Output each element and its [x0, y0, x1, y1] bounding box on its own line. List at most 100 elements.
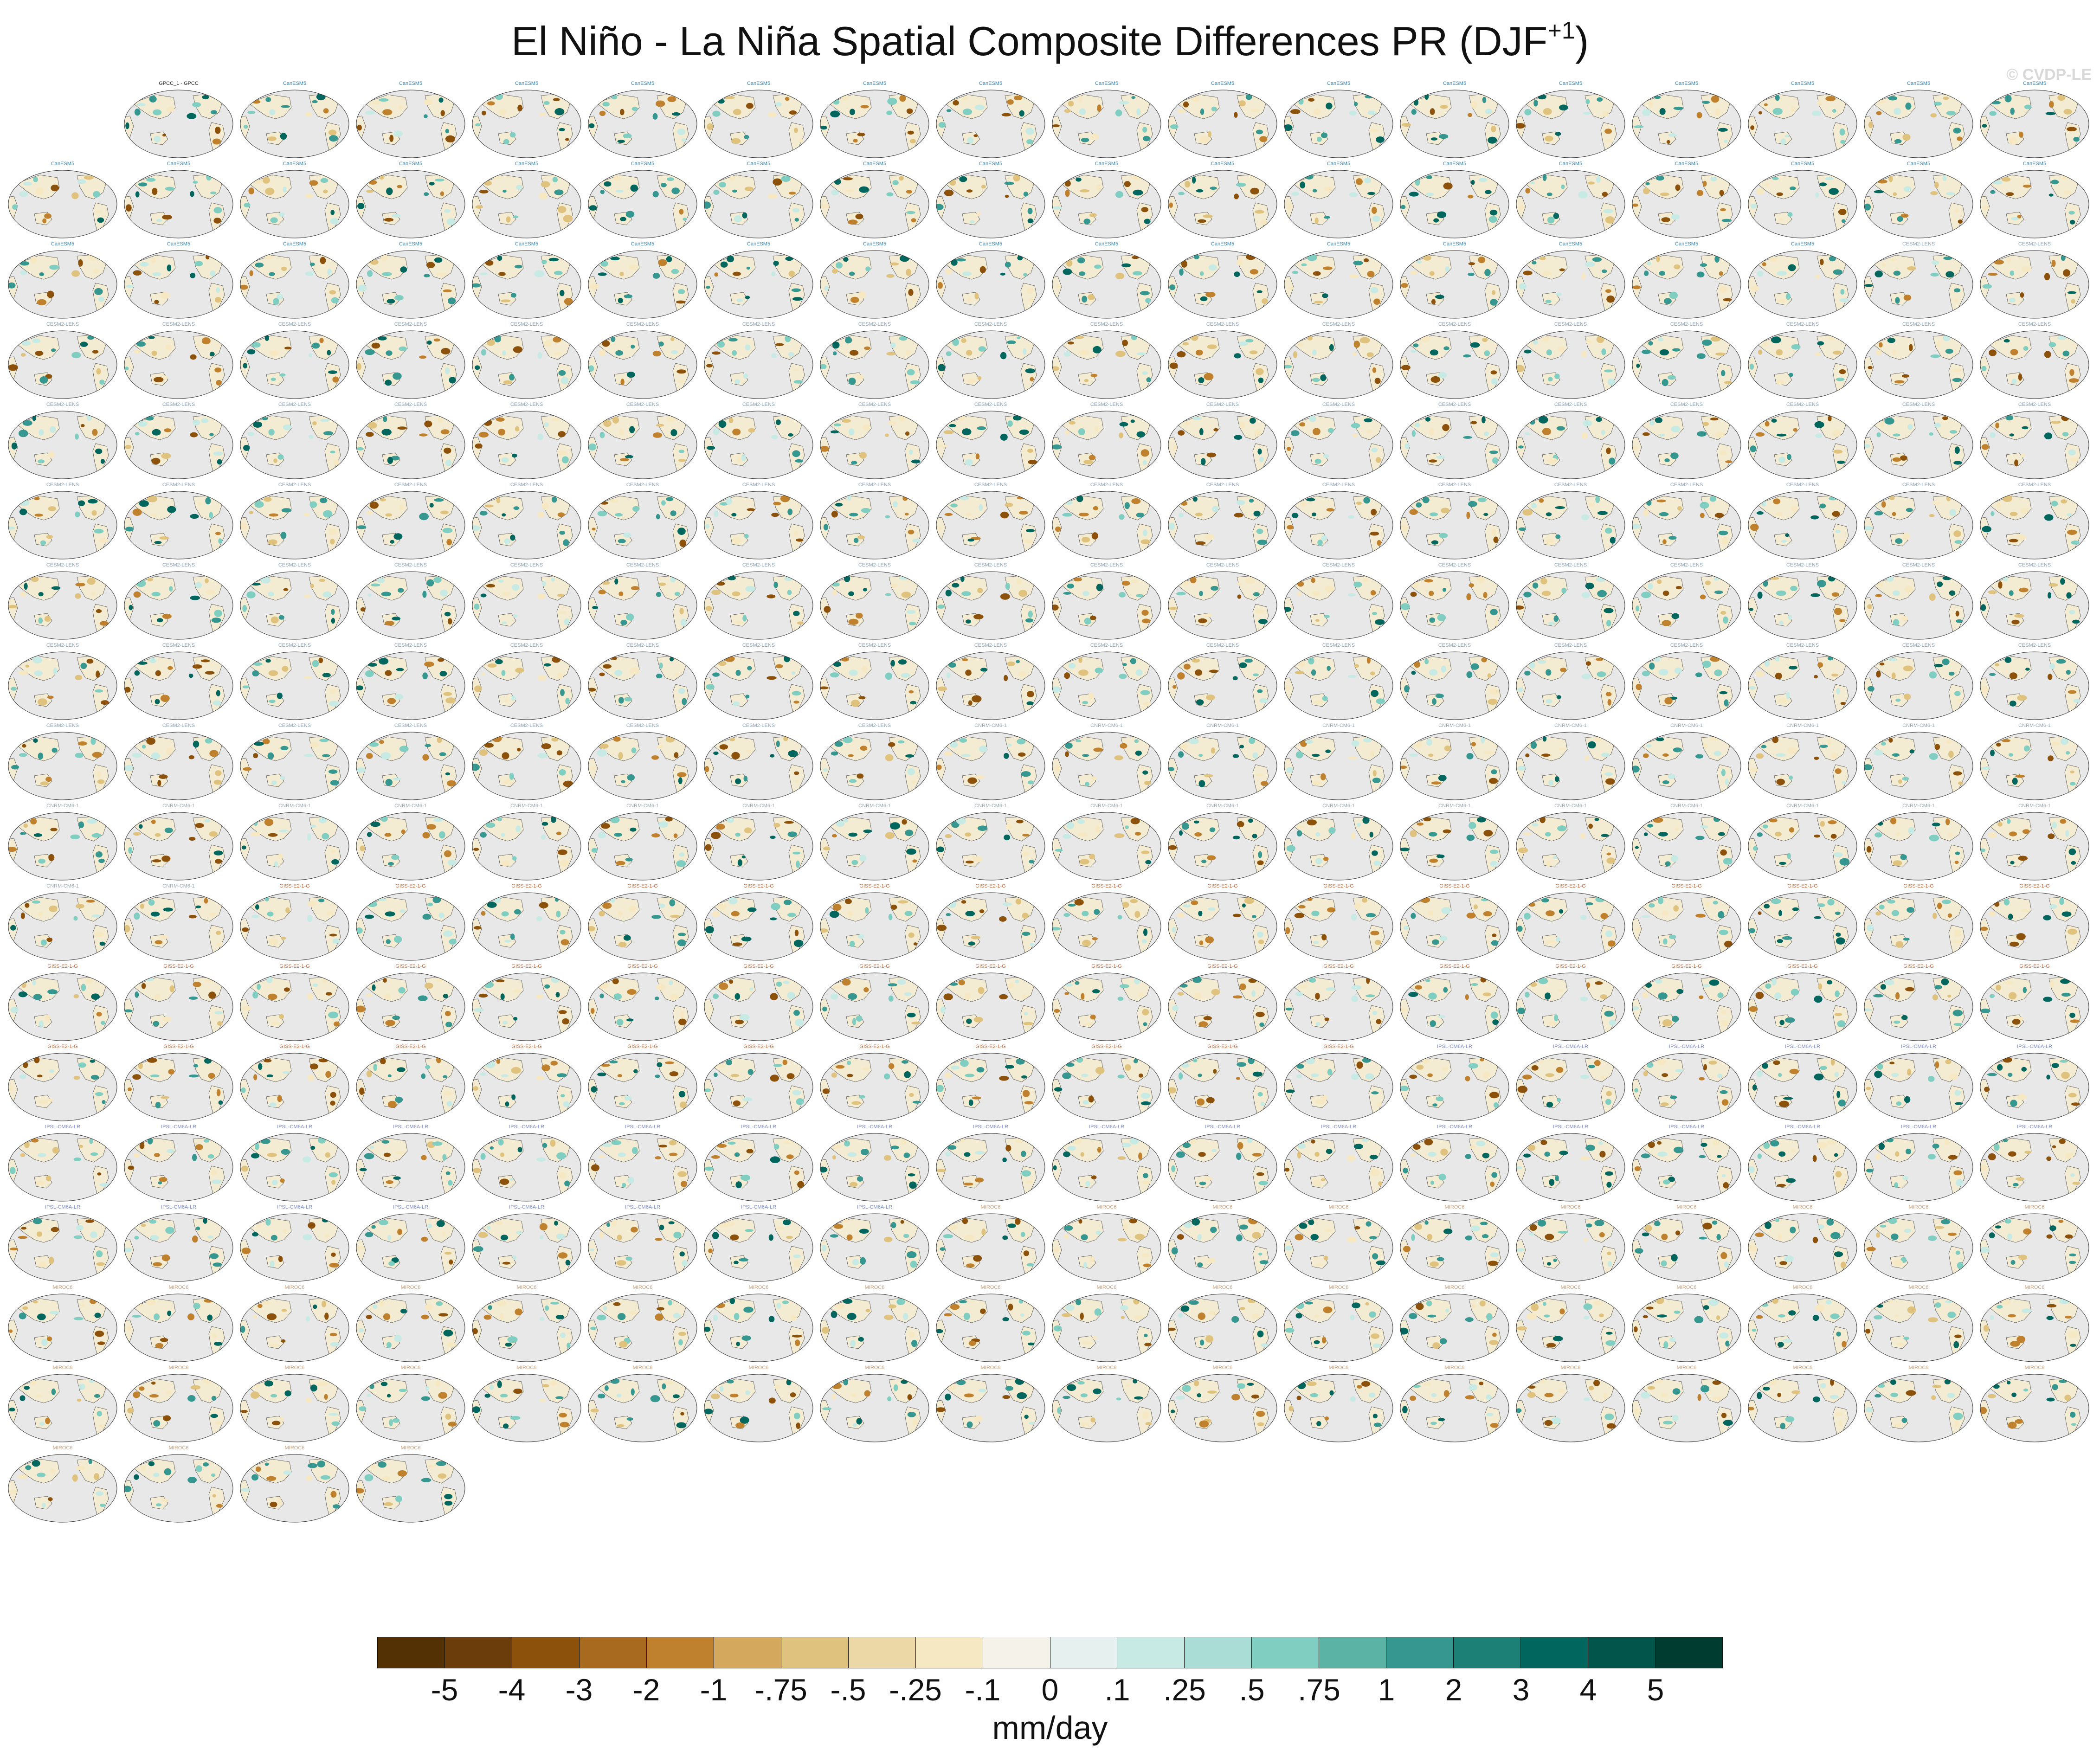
map-panel: CESM2-LENS — [702, 721, 816, 801]
map-panel: CESM2-LENS — [818, 320, 932, 399]
map-panel: GISS-E2-1-G — [702, 1042, 816, 1122]
map-panel-label: CESM2-LENS — [974, 562, 1007, 568]
map-panel-label: CanESM5 — [631, 241, 655, 247]
map-panel: CESM2-LENS — [354, 721, 468, 801]
map-panel: GISS-E2-1-G — [1050, 1042, 1164, 1122]
map-panel: IPSL-CM6A-LR — [818, 1203, 932, 1282]
map-panel-label: IPSL-CM6A-LR — [1205, 1124, 1240, 1130]
map-panel-label: CESM2-LENS — [510, 482, 543, 488]
map-panel-label: CESM2-LENS — [626, 643, 659, 648]
map-panel-label: CNRM-CM6-1 — [1786, 803, 1819, 809]
map-panel-label: CESM2-LENS — [1902, 402, 1935, 407]
map-panel: IPSL-CM6A-LR — [1630, 1042, 1744, 1122]
map-panel-label: CNRM-CM6-1 — [162, 883, 195, 889]
map-panel-label: MIROC6 — [2024, 1204, 2045, 1210]
map-panel-label: GISS-E2-1-G — [163, 1044, 194, 1049]
map-panel-label: MIROC6 — [1212, 1285, 1233, 1290]
colorbar-tick-label: -1 — [700, 1673, 728, 1707]
title-superscript: +1 — [1547, 17, 1575, 44]
map-panel: CESM2-LENS — [1862, 239, 1976, 319]
map-panel: CanESM5 — [1050, 79, 1164, 159]
map-panel-label: IPSL-CM6A-LR — [973, 1124, 1008, 1130]
map-panel-label: CESM2-LENS — [162, 643, 195, 648]
colorbar-tick-label: -.1 — [965, 1673, 1001, 1707]
map-panel: CESM2-LENS — [1746, 400, 1860, 480]
map-panel-label: CanESM5 — [1327, 161, 1351, 167]
map-panel: MIROC6 — [470, 1283, 584, 1363]
map-panel: CESM2-LENS — [122, 641, 236, 721]
map-panel: GISS-E2-1-G — [1050, 882, 1164, 961]
map-panel-label: GISS-E2-1-G — [1207, 1044, 1238, 1049]
map-panel: MIROC6 — [1630, 1363, 1744, 1443]
map-panel-label: CNRM-CM6-1 — [858, 803, 891, 809]
map-panel: IPSL-CM6A-LR — [818, 1122, 932, 1202]
map-panel: CESM2-LENS — [1746, 320, 1860, 399]
map-panel: CanESM5 — [1282, 159, 1396, 239]
map-panel: CanESM5 — [586, 239, 700, 319]
map-panel: CNRM-CM6-1 — [1166, 801, 1280, 881]
map-panel-label: CanESM5 — [1095, 81, 1119, 86]
map-panel: CanESM5 — [1862, 159, 1976, 239]
map-panel-label: MIROC6 — [1096, 1285, 1117, 1290]
map-panel: GPCC_1 - GPCC — [122, 79, 236, 159]
map-panel-label: IPSL-CM6A-LR — [1901, 1124, 1936, 1130]
map-panel-label: CNRM-CM6-1 — [46, 803, 79, 809]
map-panel-label: CESM2-LENS — [742, 322, 775, 327]
colorbar-tick-label: .75 — [1298, 1673, 1340, 1707]
colorbar-tick-label: 4 — [1579, 1673, 1597, 1707]
map-panel-label: IPSL-CM6A-LR — [625, 1204, 660, 1210]
map-panel-label: CNRM-CM6-1 — [1902, 723, 1935, 728]
map-panel: IPSL-CM6A-LR — [6, 1122, 120, 1202]
map-panel-label: CESM2-LENS — [1670, 562, 1703, 568]
map-panel: CESM2-LENS — [1398, 400, 1512, 480]
map-panel-label: CNRM-CM6-1 — [1786, 723, 1819, 728]
map-panel-label: CanESM5 — [979, 81, 1003, 86]
map-panel: CESM2-LENS — [1862, 480, 1976, 560]
map-panel-label: CESM2-LENS — [1786, 643, 1819, 648]
map-panel: CESM2-LENS — [1282, 480, 1396, 560]
map-panel: CESM2-LENS — [1514, 400, 1628, 480]
map-panel-label: CNRM-CM6-1 — [394, 803, 427, 809]
map-panel-label: CESM2-LENS — [46, 723, 79, 728]
map-panel-label: CESM2-LENS — [2018, 482, 2051, 488]
map-panel: MIROC6 — [1746, 1283, 1860, 1363]
map-panel: CESM2-LENS — [1862, 641, 1976, 721]
map-panel: IPSL-CM6A-LR — [470, 1203, 584, 1282]
map-panel-label: CESM2-LENS — [2018, 643, 2051, 648]
map-panel: CESM2-LENS — [702, 480, 816, 560]
map-panel: GISS-E2-1-G — [1978, 882, 2092, 961]
map-panel-label: CESM2-LENS — [278, 482, 311, 488]
map-panel-label: CanESM5 — [1095, 241, 1119, 247]
map-panel-label: CESM2-LENS — [1902, 643, 1935, 648]
colorbar-tick-label: -3 — [565, 1673, 593, 1707]
map-panel-label: MIROC6 — [1560, 1285, 1581, 1290]
colorbar-box — [1588, 1637, 1656, 1668]
colorbar-box — [1656, 1637, 1723, 1668]
map-panel: CanESM5 — [1630, 159, 1744, 239]
map-panel: CanESM5 — [6, 239, 120, 319]
map-panel-label: CanESM5 — [747, 161, 771, 167]
colorbar-units: mm/day — [992, 1710, 1108, 1746]
map-panel: CESM2-LENS — [6, 641, 120, 721]
map-panel-label: CESM2-LENS — [1902, 322, 1935, 327]
map-panel-label: MIROC6 — [980, 1285, 1001, 1290]
map-panel-label: CESM2-LENS — [858, 562, 891, 568]
map-panel: GISS-E2-1-G — [238, 1042, 352, 1122]
map-panel-label: MIROC6 — [1792, 1365, 1813, 1371]
map-panel-label: CESM2-LENS — [162, 723, 195, 728]
map-panel-label: CNRM-CM6-1 — [1438, 803, 1471, 809]
map-panel: CNRM-CM6-1 — [1514, 721, 1628, 801]
map-panel: CNRM-CM6-1 — [1978, 721, 2092, 801]
map-panel: MIROC6 — [934, 1283, 1048, 1363]
map-panel-label: CNRM-CM6-1 — [278, 803, 311, 809]
colorbar-ticks: -5 -4 -3 -2 -1 -.75 -.5 -.25 -.1 0 .1 .25 .5 .75 1 2 3 4 5 — [377, 1672, 1723, 1709]
map-panel-label: GISS-E2-1-G — [1207, 964, 1238, 969]
map-panel-label: CESM2-LENS — [1902, 562, 1935, 568]
map-panel-label: CanESM5 — [283, 241, 307, 247]
map-panel: CESM2-LENS — [1862, 320, 1976, 399]
map-panel-label: CanESM5 — [1791, 81, 1815, 86]
map-panel-label: CESM2-LENS — [2018, 562, 2051, 568]
map-panel-label: CESM2-LENS — [858, 322, 891, 327]
map-panel: CESM2-LENS — [1282, 560, 1396, 640]
colorbar-box — [378, 1637, 445, 1668]
